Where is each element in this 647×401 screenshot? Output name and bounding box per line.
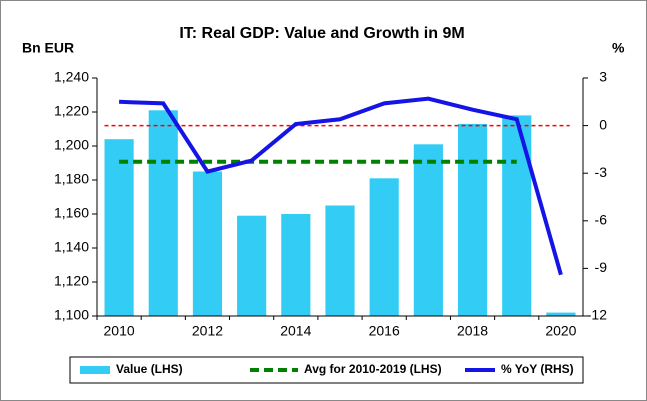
y-tick-label: 1,240 <box>54 69 89 85</box>
y2-tick-label: -3 <box>595 164 608 180</box>
bar <box>457 123 488 317</box>
legend-label: Value (LHS) <box>116 362 183 376</box>
legend-box <box>69 356 584 384</box>
bar <box>413 144 443 316</box>
bar <box>148 110 178 316</box>
bar <box>502 115 532 317</box>
y2-tick-label: 3 <box>599 69 607 85</box>
x-tick-label: 2012 <box>192 323 223 339</box>
y-tick-label: 1,100 <box>54 307 89 323</box>
y2-tick-label: -9 <box>595 259 608 275</box>
bar <box>546 312 576 316</box>
bar <box>281 214 311 316</box>
y-tick-label: 1,220 <box>54 103 89 119</box>
yoy-line <box>119 96 563 276</box>
chart-title: IT: Real GDP: Value and Growth in 9M <box>179 25 464 42</box>
bar <box>369 178 399 316</box>
x-tick-label: 2020 <box>545 323 576 339</box>
x-tick-label: 2016 <box>369 323 400 339</box>
legend-label: Avg for 2010-2019 (LHS) <box>304 362 442 376</box>
bar <box>237 215 267 316</box>
y2-tick-label: 0 <box>599 116 607 132</box>
y-tick-label: 1,120 <box>54 273 89 289</box>
y2-axis-label: % <box>612 40 625 56</box>
y-tick-label: 1,200 <box>54 137 89 153</box>
y-tick-label: 1,180 <box>54 171 89 187</box>
y-tick-label: 1,140 <box>54 239 89 255</box>
legend-swatch <box>80 366 110 374</box>
x-tick-label: 2018 <box>457 323 488 339</box>
y-tick-label: 1,160 <box>54 205 89 221</box>
legend-label: % YoY (RHS) <box>501 362 574 376</box>
x-tick-label: 2014 <box>280 323 311 339</box>
bar <box>192 171 223 316</box>
y2-tick-label: -12 <box>587 307 607 323</box>
y2-tick-label: -6 <box>595 212 608 228</box>
bar <box>104 139 134 316</box>
bar <box>325 205 355 316</box>
x-tick-label: 2010 <box>104 323 135 339</box>
y-axis-label: Bn EUR <box>22 40 74 56</box>
